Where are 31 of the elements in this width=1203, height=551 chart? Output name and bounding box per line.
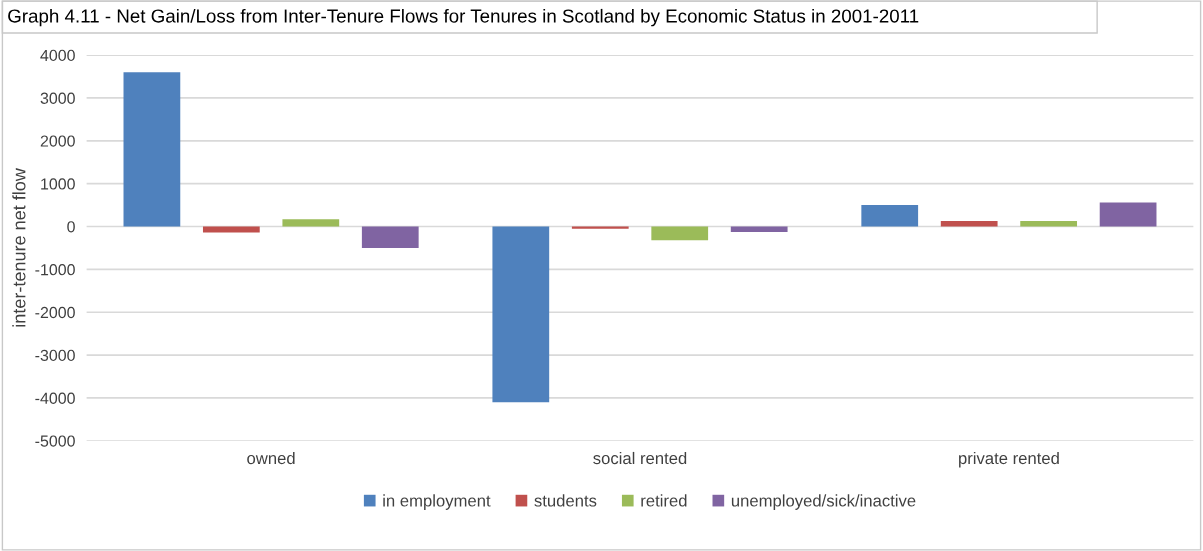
y-tick-label: 3000: [40, 92, 75, 104]
bar: [202, 226, 260, 233]
y-tick-label: 1000: [41, 178, 75, 190]
y-tick-label: -3000: [35, 349, 75, 362]
bar: [730, 226, 788, 233]
bar: [282, 219, 340, 227]
x-tick-label: private rented: [959, 451, 1059, 468]
bar: [940, 220, 998, 227]
bar: [123, 72, 181, 227]
y-tick-label: -1000: [35, 264, 75, 276]
x-tick-label: owned: [247, 451, 295, 465]
x-tick-label: social rented: [593, 451, 687, 465]
y-tick-label: -2000: [35, 306, 75, 319]
legend-label: in employment: [383, 494, 491, 510]
y-tick-label: 4000: [40, 49, 75, 62]
bar: [1020, 220, 1078, 227]
bar: [571, 226, 629, 229]
bar: [1099, 202, 1157, 227]
bar: [492, 226, 550, 403]
legend-label: unemployed/sick/inactive: [731, 494, 916, 510]
legend-label: retired: [641, 494, 687, 507]
legend-label: students: [534, 494, 597, 507]
bar: [861, 205, 919, 227]
bar: [651, 226, 709, 241]
y-tick-label: -4000: [35, 392, 75, 404]
y-axis-title: inter-tenure net flow: [12, 168, 26, 327]
bar: [361, 226, 419, 248]
y-tick-label: 0: [67, 221, 75, 233]
y-tick-label: -5000: [35, 435, 75, 447]
chart-title: Graph 4.11 - Net Gain/Loss from Inter-Tenure Flows for Tenures in Scotland by Economic Status in 2001-2011: [8, 8, 919, 27]
y-tick-label: 2000: [40, 135, 75, 147]
